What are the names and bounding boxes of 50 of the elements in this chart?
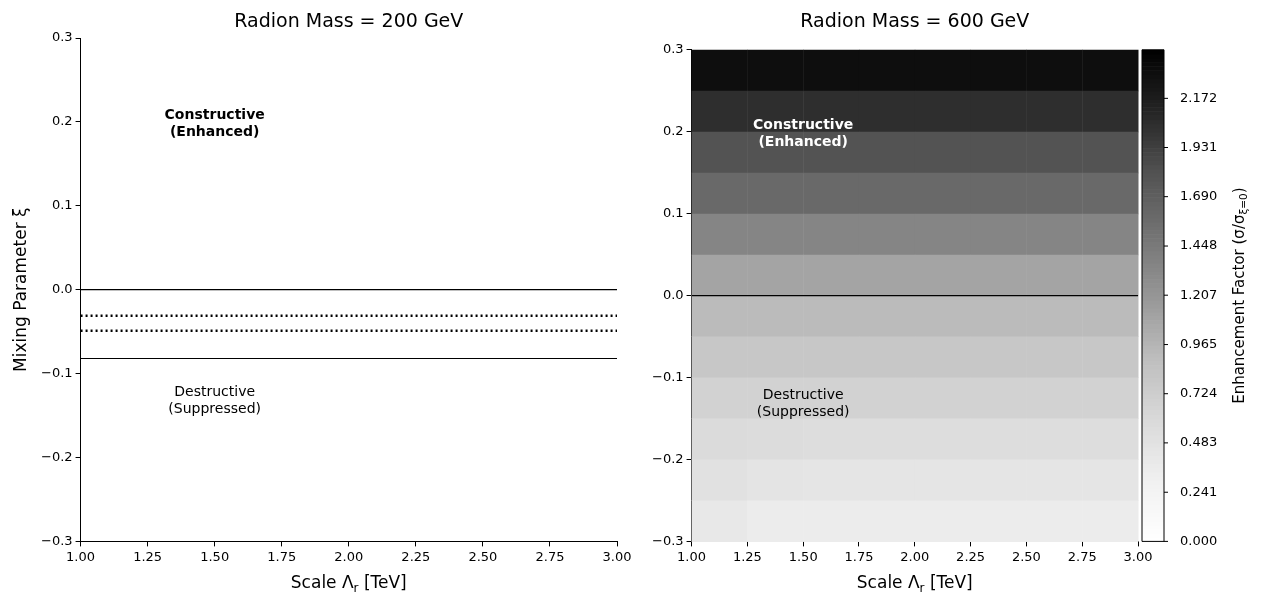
x-tick-label: 3.00 — [1123, 548, 1153, 564]
y-tick-label: −0.3 — [40, 532, 73, 548]
annotation: Destructive (Suppressed) — [756, 385, 850, 419]
x-tick-label: 1.50 — [788, 548, 818, 564]
x-tick-label: 2.50 — [1011, 548, 1041, 564]
color-bar-label: 1.690 — [1180, 188, 1218, 204]
y-axis-title: Mixing Parameter ξ — [10, 207, 31, 372]
x-tick-label: 1.75 — [844, 548, 874, 564]
x-tick-label: 2.75 — [1067, 548, 1097, 564]
x-tick-label: 1.00 — [677, 548, 707, 564]
x-tick-label: 1.00 — [66, 548, 96, 564]
color-bar-title: Enhancement Factor (σ/σξ=0) — [1229, 187, 1250, 404]
y-tick-label: 0.2 — [662, 123, 684, 139]
x-tick-label: 2.25 — [401, 548, 431, 564]
color-bar-label: 2.172 — [1180, 89, 1218, 105]
color-bar-label: 1.207 — [1180, 286, 1218, 302]
y-tick-label: −0.1 — [40, 364, 73, 380]
color-bar-label: 1.448 — [1180, 237, 1218, 253]
y-tick-label: −0.3 — [651, 532, 684, 548]
x-tick-label: 2.75 — [535, 548, 565, 564]
y-tick-label: 0.2 — [51, 113, 73, 129]
y-tick-label: −0.2 — [651, 450, 684, 466]
y-tick-label: 0.0 — [51, 281, 73, 297]
y-tick-label: 0.0 — [662, 286, 684, 302]
color-bar-label: 0.483 — [1180, 434, 1218, 450]
x-tick-label: 2.00 — [900, 548, 930, 564]
annotation: Constructive (Enhanced) — [753, 115, 854, 149]
y-tick-label: 0.3 — [662, 41, 684, 57]
annotation: Destructive (Suppressed) — [168, 382, 261, 416]
chart-title: Radion Mass = 600 GeV — [800, 8, 1030, 31]
y-tick-label: 0.1 — [662, 205, 684, 221]
color-bar-label: 1.931 — [1180, 138, 1218, 154]
y-tick-label: 0.1 — [51, 197, 73, 213]
annotation: Constructive (Enhanced) — [164, 105, 265, 139]
x-tick-label: 3.00 — [602, 548, 632, 564]
x-tick-label: 1.75 — [267, 548, 297, 564]
x-tick-label: 2.50 — [468, 548, 498, 564]
x-tick-label: 1.50 — [200, 548, 230, 564]
x-tick-label: 2.00 — [334, 548, 364, 564]
x-tick-label: 1.25 — [133, 548, 163, 564]
color-bar-label: 0.000 — [1180, 532, 1218, 548]
y-tick-label: −0.2 — [40, 448, 73, 464]
chart-title: Radion Mass = 200 GeV — [234, 8, 464, 31]
y-tick-label: 0.3 — [51, 29, 73, 45]
x-tick-label: 2.25 — [956, 548, 986, 564]
color-bar-label: 0.724 — [1180, 385, 1218, 401]
color-bar-label: 0.965 — [1180, 335, 1218, 351]
y-tick-label: −0.1 — [651, 368, 684, 384]
x-tick-label: 1.25 — [732, 548, 762, 564]
color-bar-label: 0.241 — [1180, 483, 1218, 499]
